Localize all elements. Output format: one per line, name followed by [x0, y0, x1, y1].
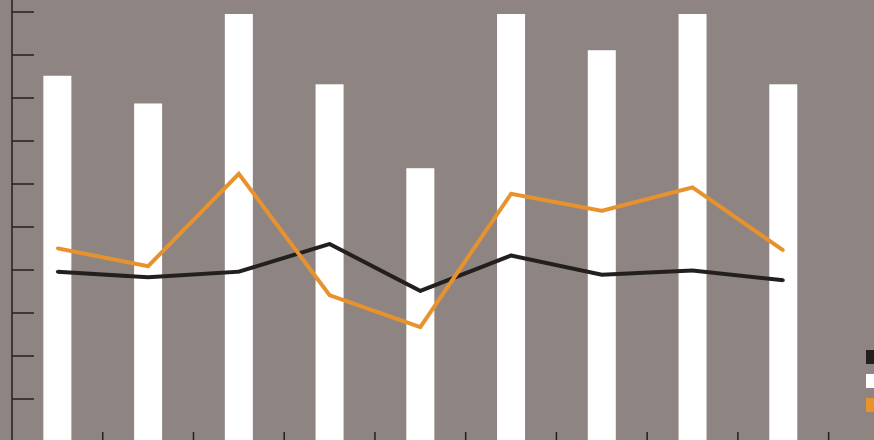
legend-swatch-1	[866, 350, 874, 364]
legend-swatch-2	[866, 374, 874, 388]
series-3-point-1	[55, 246, 59, 250]
bar-3	[224, 14, 253, 440]
legend-swatch-3	[866, 398, 874, 412]
bar-7	[587, 50, 616, 440]
series-3-point-4	[328, 293, 332, 297]
bar-2	[134, 103, 163, 440]
bar-series	[43, 14, 798, 440]
axes	[11, 0, 830, 440]
series-1-point-2	[146, 275, 150, 279]
series-3-point-8	[691, 185, 695, 189]
series-1-point-7	[600, 273, 604, 277]
series-1-point-5	[418, 289, 422, 293]
line-series	[55, 170, 785, 330]
bar-4	[315, 84, 344, 440]
legend	[866, 350, 874, 412]
series-1-point-6	[509, 254, 513, 258]
series-3-point-9	[781, 248, 785, 252]
series-3-point-7	[600, 209, 604, 213]
series-1-point-9	[781, 278, 785, 282]
series-1-point-1	[55, 270, 59, 274]
series-3-point-2	[146, 264, 150, 268]
series-1-point-3	[237, 270, 241, 274]
bar-9	[769, 84, 798, 440]
bar-1	[43, 75, 72, 440]
series-3-point-6	[509, 192, 513, 196]
series-1-point-8	[691, 268, 695, 272]
bar-5	[406, 168, 435, 440]
series-3-point-5	[418, 325, 422, 329]
bar-8	[678, 14, 707, 440]
series-1-point-4	[328, 242, 332, 246]
series-3-point-3	[237, 172, 241, 176]
bar-6	[497, 14, 526, 440]
